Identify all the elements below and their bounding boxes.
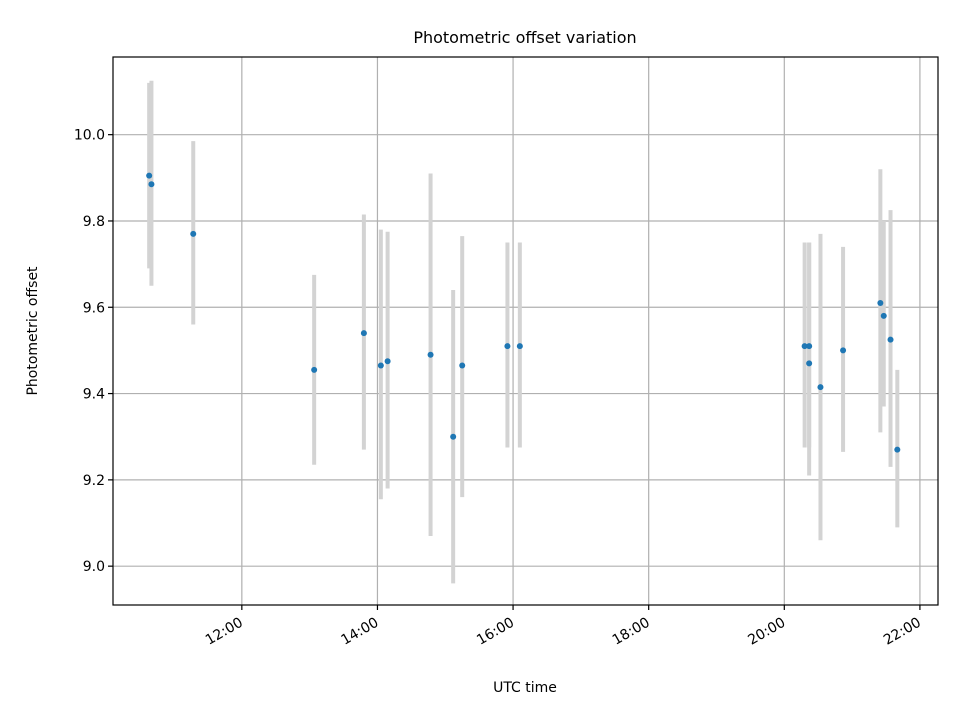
data-point: [148, 181, 155, 188]
data-point: [427, 351, 434, 358]
x-axis-label: UTC time: [493, 680, 557, 696]
data-point: [894, 446, 901, 453]
data-point: [360, 330, 367, 337]
data-point: [877, 299, 884, 306]
y-tick-label: 9.4: [83, 387, 105, 403]
data-point: [806, 343, 813, 350]
data-point: [840, 347, 847, 354]
y-axis-label: Photometric offset: [25, 266, 41, 396]
data-point: [801, 343, 808, 350]
data-point: [450, 433, 457, 440]
data-point: [504, 343, 511, 350]
data-point: [311, 366, 318, 373]
data-point: [806, 360, 813, 367]
y-tick-label: 9.0: [83, 559, 105, 575]
data-point: [190, 230, 197, 237]
grid-layer: [113, 57, 938, 605]
point-layer: [146, 172, 901, 453]
plot-frame: [112, 56, 939, 606]
data-point: [459, 362, 466, 369]
chart-title: Photometric offset variation: [413, 28, 636, 47]
data-point: [887, 336, 894, 343]
data-point: [880, 312, 887, 319]
data-point: [146, 172, 153, 179]
data-point: [377, 362, 384, 369]
data-point: [817, 384, 824, 391]
y-tick-label: 9.2: [83, 473, 105, 489]
data-point: [516, 343, 523, 350]
y-tick-label: 9.8: [83, 214, 105, 230]
y-tick-label: 9.6: [83, 300, 105, 316]
data-point: [384, 358, 391, 365]
y-tick-label: 10.0: [74, 128, 105, 144]
